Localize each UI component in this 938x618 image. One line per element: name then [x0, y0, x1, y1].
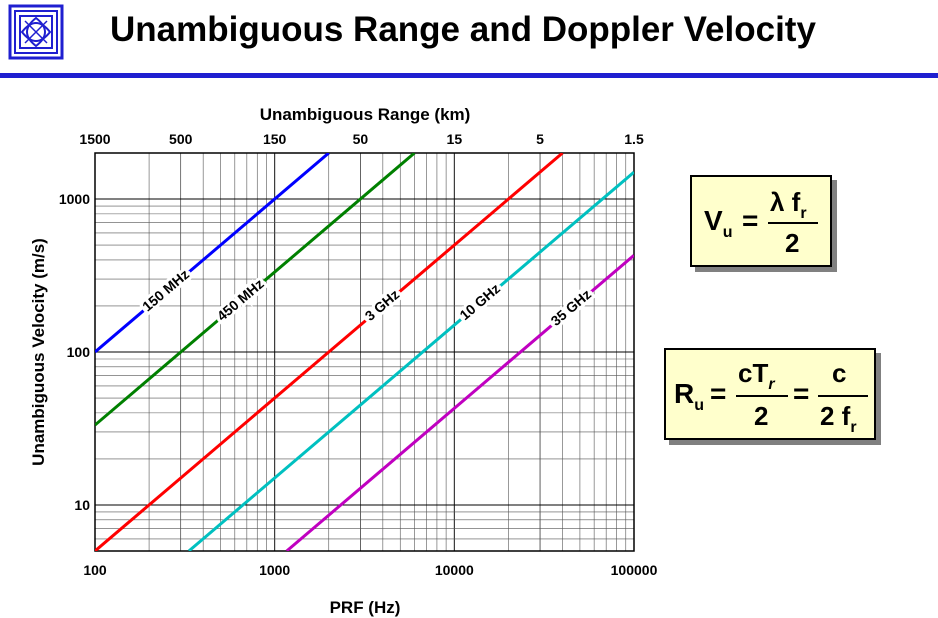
series-line-1 — [95, 153, 330, 354]
top-tick-label: 15 — [447, 131, 463, 147]
series-line-4 — [187, 170, 634, 551]
range-frac2-numerator: c — [832, 358, 847, 388]
range-formula-box: Ru = cTr 2 = c 2 fr — [664, 348, 876, 440]
range-frac2-denominator: 2 fr — [820, 401, 857, 436]
x-tick-label: 100 — [83, 562, 107, 578]
range-lhs-main: R — [674, 378, 695, 409]
top-tick-label: 1.5 — [624, 131, 644, 147]
series-label-3: 3 GHz — [362, 286, 403, 324]
range-frac2-den-sub: r — [850, 419, 857, 436]
series-label-1: 150 MHz — [139, 266, 192, 315]
top-tick-label: 500 — [169, 131, 193, 147]
range-lhs-sub: u — [694, 397, 705, 414]
title-rule — [0, 73, 938, 78]
x-tick-label: 10000 — [435, 562, 474, 578]
range-equals-2: = — [793, 378, 810, 409]
range-frac1-numerator: cTr — [738, 358, 775, 393]
velocity-formula-box: Vu = λ fr 2 — [690, 175, 832, 267]
y-tick-label: 1000 — [59, 191, 90, 207]
velocity-lhs-sub: u — [722, 224, 733, 241]
range-frac1-num-main: cT — [738, 358, 769, 388]
institution-logo — [8, 4, 64, 60]
velocity-lhs-main: V — [704, 205, 723, 236]
velocity-fraction-bar — [768, 222, 818, 224]
x-axis-title: PRF (Hz) — [330, 598, 401, 617]
series-line-3 — [95, 153, 564, 551]
top-tick-label: 150 — [263, 131, 287, 147]
range-frac2-den-main: 2 f — [820, 401, 851, 431]
slide-title: Unambiguous Range and Doppler Velocity — [110, 10, 816, 49]
top-tick-label: 1500 — [79, 131, 110, 147]
top-tick-label: 50 — [353, 131, 369, 147]
y-axis-title: Unambiguous Velocity (m/s) — [29, 238, 48, 466]
range-equals-1: = — [710, 378, 727, 409]
series-label-2: 450 MHz — [214, 275, 267, 324]
range-fraction-bar-2 — [818, 395, 868, 397]
range-frac1-denominator: 2 — [754, 401, 769, 431]
velocity-denominator: 2 — [785, 228, 800, 258]
top-axis-title: Unambiguous Range (km) — [260, 105, 471, 124]
x-tick-label: 100000 — [611, 562, 658, 578]
range-frac1-num-sub: r — [768, 376, 775, 393]
velocity-numerator: λ fr — [770, 187, 807, 222]
range-formula-lhs: Ru — [674, 378, 704, 414]
range-fraction-bar-1 — [736, 395, 788, 397]
x-tick-label: 1000 — [259, 562, 290, 578]
series-label-4: 10 GHz — [456, 280, 503, 323]
series-label-5: 35 GHz — [548, 286, 595, 329]
series-line-2 — [95, 153, 416, 427]
top-tick-label: 5 — [536, 131, 544, 147]
series-line-5 — [285, 254, 634, 551]
velocity-formula-lhs: Vu — [704, 205, 732, 241]
velocity-numerator-sub: r — [800, 205, 807, 222]
y-tick-label: 100 — [67, 344, 91, 360]
y-tick-label: 10 — [74, 497, 90, 513]
velocity-numerator-main: λ f — [770, 187, 801, 217]
velocity-equals: = — [742, 205, 759, 236]
